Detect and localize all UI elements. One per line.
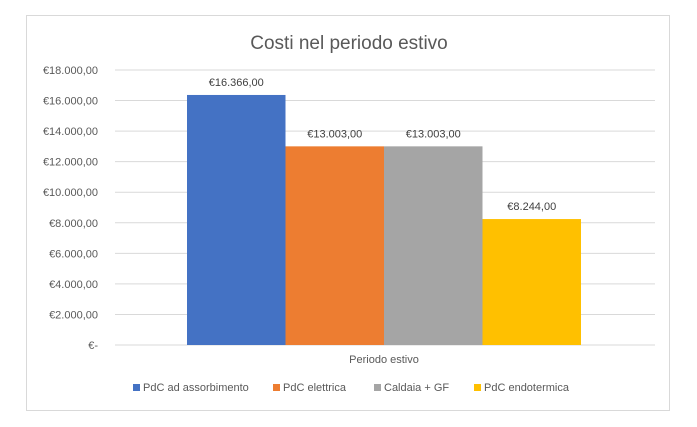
bar-1 [187, 94, 286, 345]
legend-entry: PdC ad assorbimento [143, 382, 249, 394]
y-axis-ticks: €- €2.000,00 €4.000,00 €6.000,00 €8.000,00 €1… [43, 65, 98, 352]
legend-entry: Caldaia + GF [384, 382, 449, 394]
bar-chart: Costi nel periodo estivo €- €2.000,00 €4.0… [43, 33, 655, 394]
bars [187, 94, 581, 345]
y-tick-label: €12.000,00 [43, 157, 98, 169]
legend-swatch [133, 384, 140, 391]
chart-area: Costi nel periodo estivo €- €2.000,00 €4.0… [26, 15, 670, 411]
data-label: €8.244,00 [507, 201, 556, 213]
y-tick-label: €16.000,00 [43, 96, 98, 108]
legend-swatch [374, 384, 381, 391]
y-tick-label: €14.000,00 [43, 126, 98, 138]
data-labels: €16.366,00 €13.003,00 €13.003,00 €8.244,00 [209, 77, 557, 213]
data-label: €16.366,00 [209, 77, 264, 89]
bar-3 [384, 146, 483, 345]
legend: PdC ad assorbimento PdC elettrica Caldaia … [133, 382, 570, 394]
y-tick-label: €8.000,00 [49, 218, 98, 230]
bar-4 [482, 219, 581, 345]
data-label: €13.003,00 [307, 128, 362, 140]
y-tick-label: €18.000,00 [43, 65, 98, 77]
x-category-label: Periodo estivo [349, 354, 419, 366]
legend-swatch [273, 384, 280, 391]
chart-title: Costi nel periodo estivo [250, 33, 448, 54]
y-tick-label: €- [88, 340, 98, 352]
y-tick-label: €2.000,00 [49, 309, 98, 321]
y-tick-label: €6.000,00 [49, 248, 98, 260]
legend-entry: PdC endotermica [484, 382, 570, 394]
legend-swatch [474, 384, 481, 391]
y-tick-label: €4.000,00 [49, 279, 98, 291]
y-tick-label: €10.000,00 [43, 187, 98, 199]
x-axis-categories: Periodo estivo [349, 354, 419, 366]
data-label: €13.003,00 [406, 128, 461, 140]
bar-2 [285, 146, 384, 345]
legend-entry: PdC elettrica [283, 382, 347, 394]
